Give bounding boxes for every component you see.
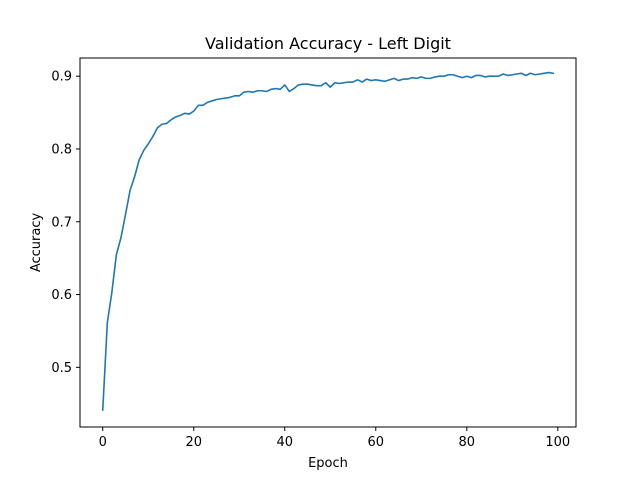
y-tick-label: 0.7 [51, 215, 72, 230]
x-tick-label: 0 [99, 435, 107, 450]
y-tick-label: 0.5 [51, 361, 72, 376]
y-axis-ticks: 0.5 0.6 0.7 0.8 0.9 [51, 70, 80, 376]
chart-title: Validation Accuracy - Left Digit [205, 34, 451, 53]
x-tick-label: 100 [545, 435, 570, 450]
y-tick-label: 0.6 [51, 288, 72, 303]
y-tick-label: 0.8 [51, 142, 72, 157]
accuracy-series-line [101, 71, 555, 412]
axes-frame [79, 57, 577, 428]
y-axis-label: Accuracy [29, 213, 44, 273]
x-axis-ticks: 0 20 40 60 80 100 [99, 427, 570, 450]
x-tick-label: 60 [368, 435, 385, 450]
series-layer [101, 71, 555, 412]
x-tick-label: 20 [185, 435, 202, 450]
plot-area [80, 58, 576, 427]
x-tick-label: 80 [459, 435, 476, 450]
y-tick-label: 0.9 [51, 70, 72, 85]
x-axis-label: Epoch [308, 456, 348, 471]
x-tick-label: 40 [276, 435, 293, 450]
